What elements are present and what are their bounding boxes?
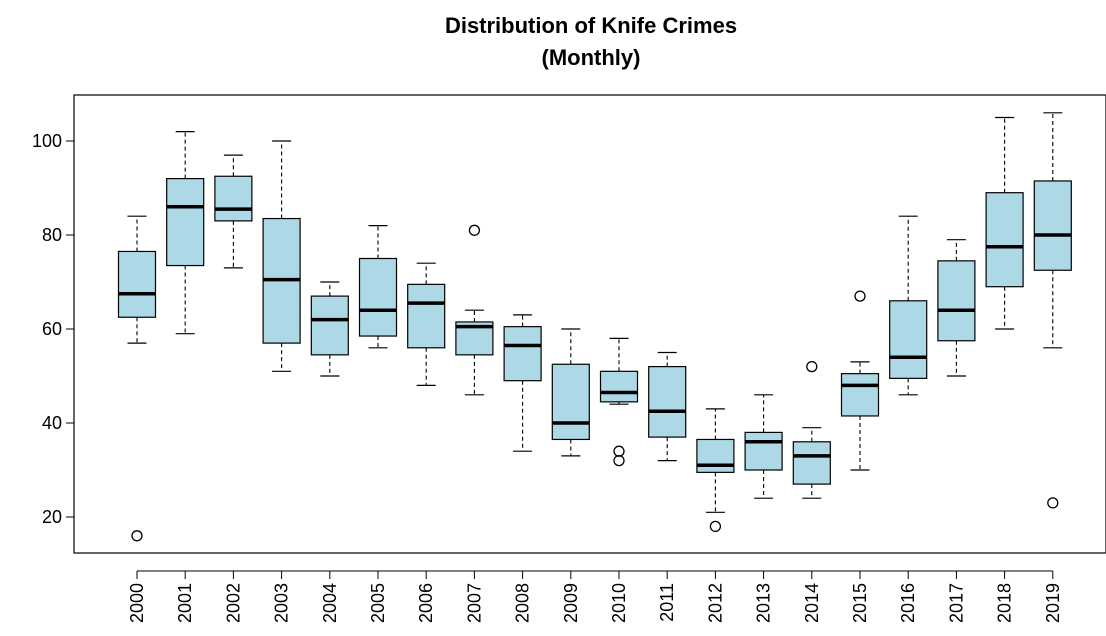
- outlier-point: [131, 530, 143, 542]
- box-iqr: [551, 363, 590, 441]
- y-tick-label: 40: [42, 413, 62, 433]
- box-iqr: [840, 373, 880, 417]
- box-iqr: [214, 175, 253, 222]
- chart-title-line-1: Distribution of Knife Crimes: [445, 13, 737, 38]
- box-iqr: [166, 178, 205, 267]
- x-tick-label: 2002: [223, 583, 243, 623]
- box-iqr: [648, 366, 687, 438]
- x-tick-label: 2011: [657, 583, 677, 622]
- box-iqr: [937, 260, 976, 342]
- box-iqr: [407, 283, 446, 349]
- outlier-point: [613, 445, 625, 457]
- y-tick-label: 60: [42, 319, 62, 339]
- box-iqr: [696, 438, 735, 473]
- x-tick-label: 2000: [127, 583, 147, 623]
- x-tick-label: 2005: [368, 583, 388, 623]
- outlier-point: [854, 290, 866, 302]
- x-tick-label: 2003: [272, 583, 292, 623]
- x-tick-label: 2019: [1043, 583, 1063, 623]
- box-iqr: [117, 250, 157, 318]
- box-iqr: [599, 370, 639, 403]
- x-tick-label: 2008: [513, 583, 533, 623]
- outlier-point: [613, 454, 625, 467]
- box-iqr: [358, 257, 398, 337]
- x-tick-label: 2009: [561, 583, 581, 623]
- box-iqr: [889, 300, 928, 379]
- box-iqr: [310, 295, 349, 356]
- outlier-point: [709, 520, 722, 533]
- outlier-point: [468, 224, 481, 236]
- box-iqr: [744, 431, 783, 471]
- outlier-point: [1047, 497, 1059, 509]
- box-iqr: [985, 192, 1024, 288]
- box-iqr: [503, 326, 542, 382]
- chart-title-line-2: (Monthly): [542, 45, 641, 70]
- x-tick-label: 2018: [995, 583, 1015, 623]
- box-iqr: [792, 441, 831, 485]
- plot-layer: 20 40 60 80 100 2000 2001 2002 2003 2004 2005 2006 2…: [32, 94, 1106, 623]
- x-tick-label: 2013: [754, 583, 774, 623]
- box-iqr: [1033, 180, 1072, 271]
- x-tick-label: 2007: [464, 583, 484, 623]
- y-tick-label: 20: [42, 507, 62, 527]
- x-tick-label: 2015: [850, 583, 870, 623]
- x-tick-label: 2001: [175, 583, 195, 623]
- plot-frame: [73, 94, 1106, 554]
- x-tick-label: 2006: [416, 583, 436, 623]
- x-tick-label: 2004: [320, 583, 340, 623]
- x-tick-label: 2016: [898, 583, 918, 623]
- x-tick-label: 2017: [946, 583, 966, 623]
- y-tick-label: 80: [42, 225, 62, 245]
- y-tick-label: 100: [32, 131, 62, 151]
- x-tick-label: 2014: [802, 583, 822, 623]
- x-tick-label: 2010: [609, 583, 629, 623]
- outlier-point: [806, 360, 818, 373]
- x-tick-label: 2012: [705, 583, 725, 623]
